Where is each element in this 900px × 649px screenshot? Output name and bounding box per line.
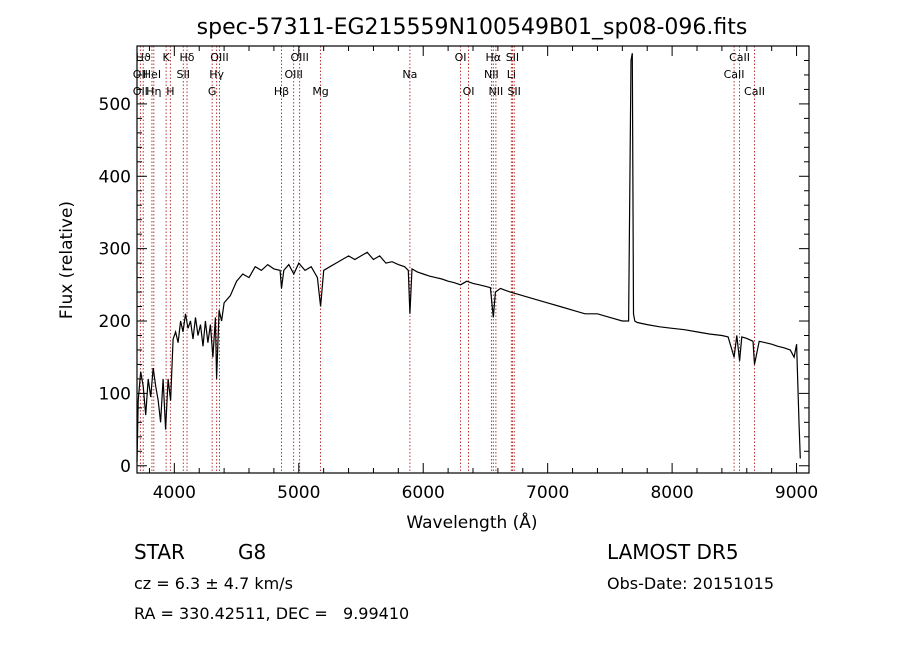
spectral-line-label: NII <box>489 85 504 98</box>
x-tick-label: 5000 <box>277 483 320 503</box>
y-tick-label: 100 <box>99 384 131 404</box>
x-tick-label: 6000 <box>402 483 445 503</box>
spectral-line-label: Na <box>402 68 417 81</box>
spectral-line-label: H <box>166 85 174 98</box>
spectral-line-label: Hη <box>146 85 161 98</box>
x-axis-label: Wavelength (Å) <box>406 511 537 533</box>
spectral-line-label: CaII <box>744 85 765 98</box>
x-tick-label: 7000 <box>526 483 569 503</box>
survey-name: LAMOST DR5 <box>607 540 739 564</box>
spectral-line-label: Hϑ <box>136 51 151 64</box>
spectral-line-label: G <box>208 85 217 98</box>
spectral-line-label: OIII <box>210 51 228 64</box>
y-axis: 0 100 200 300 400 500 <box>99 59 809 477</box>
x-axis: 4000 5000 6000 7000 8000 9000 <box>148 46 818 503</box>
spectral-line-label: Hβ <box>274 85 289 98</box>
spectral-line-label: SII <box>177 68 190 81</box>
spectral-line-label: K <box>163 51 171 64</box>
spectral-line-label: HeI <box>143 68 161 81</box>
spectral-line-label: Li <box>507 68 516 81</box>
y-tick-label: 500 <box>99 95 131 115</box>
y-tick-label: 400 <box>99 167 131 187</box>
redshift-text: cz = 6.3 ± 4.7 km/s <box>134 574 293 593</box>
x-tick-label: 9000 <box>775 483 818 503</box>
spectral-line-label: CaII <box>724 68 745 81</box>
y-tick-label: 300 <box>99 240 131 260</box>
spectral-line-label: OIII <box>284 68 302 81</box>
spectral-line-label: Hα <box>486 51 502 64</box>
object-subclass: G8 <box>238 540 267 564</box>
plot-frame <box>136 45 810 474</box>
coordinates-text: RA = 330.42511, DEC = 9.99410 <box>134 604 410 623</box>
spectral-line-label: SII <box>507 85 520 98</box>
spectral-line-label: OI <box>455 51 467 64</box>
y-tick-label: 0 <box>120 457 131 477</box>
chart-title: spec-57311-EG215559N100549B01_sp08-096.f… <box>197 15 748 40</box>
y-axis-label: Flux (relative) <box>57 201 77 319</box>
obs-date-text: Obs-Date: 20151015 <box>607 574 775 593</box>
x-tick-label: 4000 <box>153 483 196 503</box>
spectral-line-label: OI <box>463 85 475 98</box>
x-tick-label: 8000 <box>650 483 693 503</box>
spectral-line-label: NII <box>484 68 499 81</box>
spectrum-series-line <box>136 53 801 463</box>
spectral-line-label: Mg <box>312 85 328 98</box>
object-class: STAR <box>134 540 185 564</box>
spectral-line-label: CaII <box>729 51 750 64</box>
spectral-line-label: SII <box>506 51 519 64</box>
spectral-line-markers <box>139 46 755 473</box>
spectral-line-label: Hδ <box>180 51 195 64</box>
spectral-line-label: OIII <box>290 51 308 64</box>
y-tick-label: 200 <box>99 312 131 332</box>
spectral-line-label: Hγ <box>209 68 224 81</box>
